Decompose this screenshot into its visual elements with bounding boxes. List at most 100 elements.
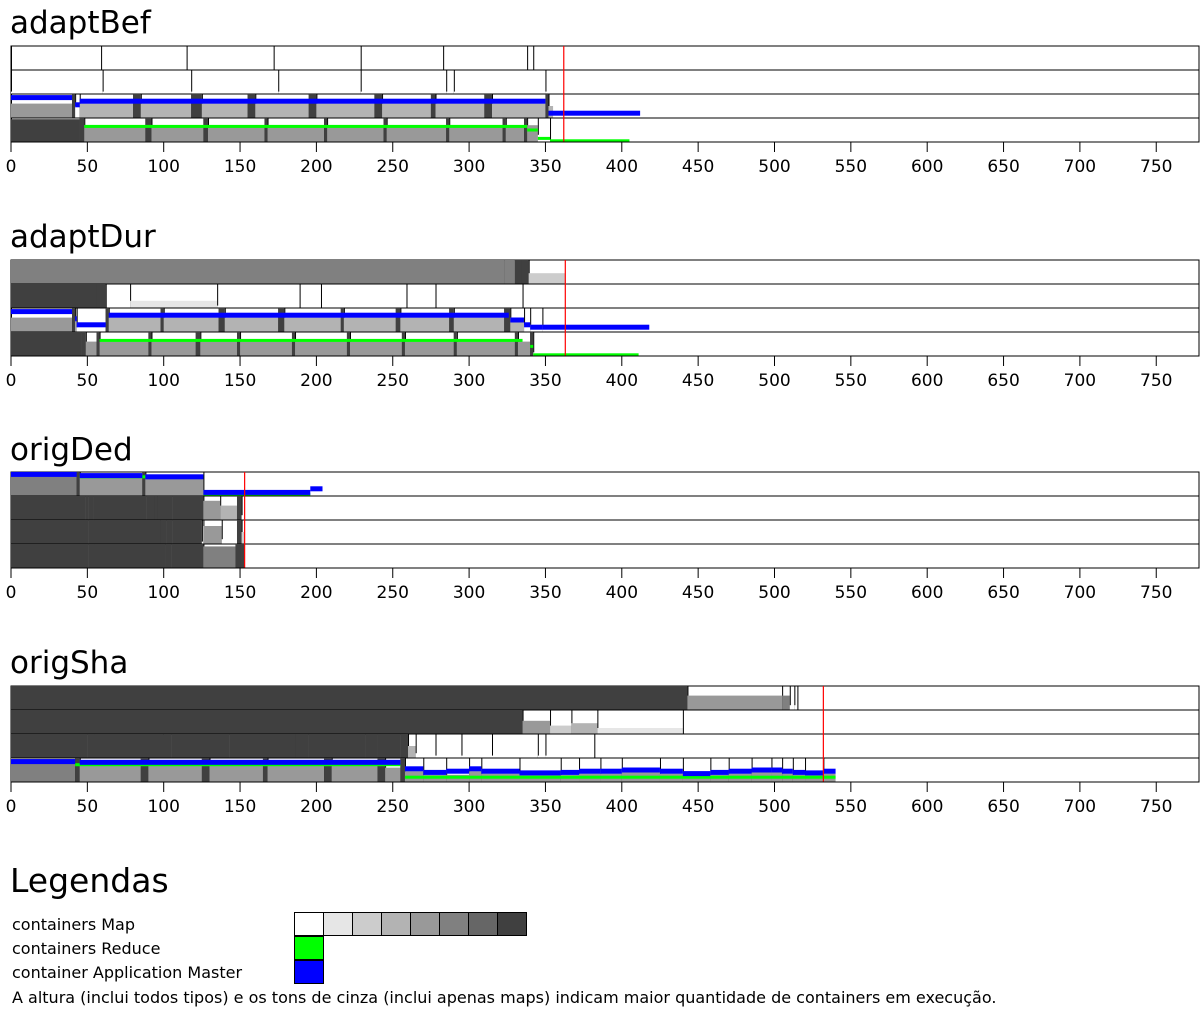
legend-note: A altura (inclui todos tipos) e os tons … (12, 988, 997, 1007)
x-tick-label: 200 (300, 583, 332, 603)
map-container-bar (527, 125, 538, 142)
am-container-line (423, 769, 447, 775)
map-container-bar (453, 91, 546, 94)
map-container-bar (11, 119, 80, 142)
container-boundary (682, 758, 684, 782)
map-container-bar (449, 308, 454, 332)
map-container-bar (166, 520, 173, 544)
container-boundary (533, 46, 535, 70)
lane-2 (10, 733, 1200, 759)
map-container-bar (11, 520, 89, 544)
map-container-bar (11, 317, 73, 332)
lane-2 (10, 519, 1200, 545)
container-boundary (446, 70, 448, 94)
map-container-bar (229, 734, 237, 758)
map-container-bar (148, 765, 202, 782)
map-container-bar (789, 705, 795, 710)
map-container-bar (236, 496, 242, 520)
container-boundary (524, 308, 526, 332)
map-container-bar (172, 520, 202, 544)
x-tick-label: 0 (6, 371, 17, 391)
am-container-line (600, 768, 622, 774)
am-container-line (682, 771, 711, 777)
x-tick-label: 350 (529, 157, 561, 177)
map-container-bar (201, 541, 204, 544)
x-tick-label: 0 (6, 583, 17, 603)
x-tick-label: 750 (1140, 583, 1172, 603)
x-tick-label: 350 (529, 583, 561, 603)
container-boundary (241, 496, 243, 520)
map-container-bar (408, 746, 416, 758)
container-boundary (320, 284, 322, 308)
legend-swatch-map-3 (381, 912, 411, 936)
map-container-bar (88, 496, 94, 520)
x-axis: 0 50 100 150 200 250 300 350 400 450 500 550 600 650 7… (6, 355, 1199, 391)
x-tick-label: 700 (1064, 583, 1096, 603)
am-container-line (11, 95, 73, 101)
legend-swatch-map-1 (323, 912, 353, 936)
map-container-bar (102, 91, 192, 94)
map-container-bar (295, 734, 309, 758)
x-tick-label: 100 (147, 583, 179, 603)
map-container-bar (76, 472, 80, 496)
x-tick-label: 250 (377, 371, 409, 391)
map-container-bar (171, 544, 204, 568)
map-container-bar (267, 765, 325, 782)
am-container-line (310, 486, 323, 492)
am-container-line (805, 770, 824, 776)
legend-label-map: containers Map (12, 915, 135, 934)
x-tick-label: 100 (147, 797, 179, 817)
x-tick-label: 100 (147, 371, 179, 391)
x-tick-label: 50 (77, 371, 99, 391)
container-boundary (530, 308, 532, 332)
lane-frame (10, 69, 1200, 95)
map-container-bar (201, 758, 210, 782)
reduce-container-line (537, 136, 551, 140)
map-container-bar (308, 94, 317, 118)
container-boundary (533, 332, 535, 356)
map-container-bar (220, 505, 237, 520)
map-container-bar (75, 320, 77, 332)
map-container-bar (404, 341, 454, 356)
container-boundary (11, 46, 12, 70)
am-container-line (481, 768, 520, 774)
container-boundary (406, 284, 408, 308)
x-tick-label: 700 (1064, 157, 1096, 177)
legend-label-reduce: containers Reduce (12, 939, 161, 958)
container-boundary (278, 70, 280, 94)
am-container-line (75, 102, 80, 108)
map-container-bar (203, 500, 221, 520)
map-container-bar (446, 91, 454, 94)
x-tick-label: 450 (682, 797, 714, 817)
map-container-bar (435, 755, 462, 758)
x-tick-label: 400 (606, 583, 638, 603)
map-container-bar (236, 332, 241, 356)
map-container-bar (11, 734, 88, 758)
map-container-bar (146, 496, 155, 520)
map-container-bar (794, 705, 798, 710)
map-container-bar (430, 94, 436, 118)
map-container-bar (386, 125, 447, 142)
lane-0 (10, 471, 1200, 497)
map-container-bar (435, 103, 485, 118)
map-container-bar (360, 91, 447, 94)
lane-0 (10, 685, 1200, 711)
x-tick-label: 150 (224, 797, 256, 817)
map-container-bar (365, 734, 378, 758)
map-container-bar (528, 273, 566, 284)
map-container-bar (502, 118, 506, 142)
map-container-bar (79, 118, 85, 142)
container-boundary (443, 46, 445, 70)
x-tick-label: 200 (300, 157, 332, 177)
container-boundary (186, 46, 188, 70)
timeline-chart-adaptdur: 0 50 100 150 200 250 300 350 400 450 500 550 600 650 7… (6, 259, 1200, 391)
x-tick-label: 500 (758, 583, 790, 603)
container-boundary (102, 70, 104, 94)
container-boundary (550, 118, 552, 142)
x-tick-label: 750 (1140, 157, 1172, 177)
x-tick-label: 500 (758, 797, 790, 817)
legend-swatch-map-7 (497, 912, 527, 936)
x-tick-label: 300 (453, 583, 485, 603)
am-container-line (710, 769, 729, 775)
x-tick-label: 550 (835, 583, 867, 603)
